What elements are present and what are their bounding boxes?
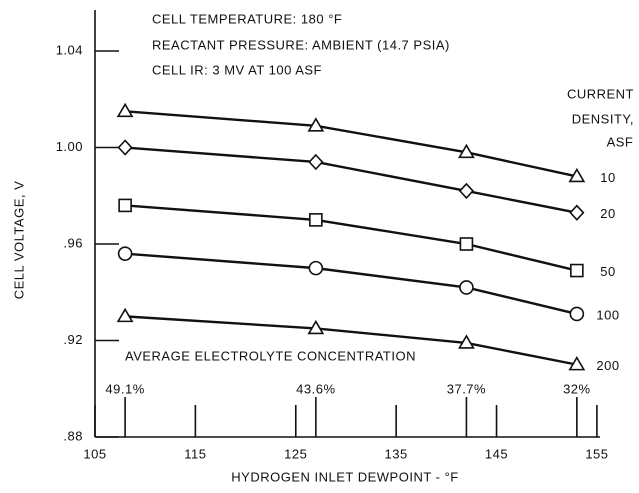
marker [458,334,475,349]
marker [568,167,586,183]
marker [116,102,134,118]
y-tick-label: .88 [63,428,83,443]
marker [309,213,323,227]
y-axis-label: CELL VOLTAGE, V [11,181,26,300]
marker [117,246,133,261]
series-line [125,315,578,366]
x-tick-label: 115 [184,446,206,461]
legend-title: ASF [607,134,634,149]
marker [307,117,325,132]
marker [569,306,585,322]
concentration-label: 32% [563,381,591,396]
marker [307,319,325,335]
legend-label: 100 [596,307,619,322]
x-tick-label: 125 [284,446,307,461]
y-tick-label: 1.04 [56,42,83,57]
marker [308,260,324,276]
annotation: CELL TEMPERATURE: 180 °F [152,11,342,26]
x-tick-label: 105 [83,446,106,461]
y-tick-label: 1.00 [56,139,83,154]
annotation: CELL IR: 3 MV AT 100 ASF [152,62,322,77]
x-axis-label: HYDROGEN INLET DEWPOINT - °F [231,469,458,484]
annotation: REACTANT PRESSURE: AMBIENT (14.7 PSIA) [152,37,450,52]
legend-label: 200 [596,358,619,373]
marker [459,237,474,251]
marker [308,153,324,171]
legend-title: CURRENT [567,86,634,101]
series-line [125,204,578,272]
marker [568,356,586,371]
x-tick-label: 135 [385,446,408,461]
legend-title: DENSITY, [572,111,634,126]
marker [459,280,474,295]
series-line [125,110,578,178]
marker [118,198,132,213]
concentration-label: 43.6% [296,381,335,396]
concentration-title: AVERAGE ELECTROLYTE CONCENTRATION [125,348,416,363]
concentration-label: 49.1% [105,381,144,396]
x-tick-label: 155 [585,446,608,461]
x-tick-label: 145 [485,446,508,461]
legend-label: 20 [600,206,615,221]
legend-label: 50 [600,264,615,279]
series-line [125,252,578,316]
marker [458,182,475,200]
y-tick-label: .92 [63,332,83,347]
marker [458,143,475,159]
marker [569,204,585,221]
concentration-label: 37.7% [447,381,486,396]
series-line [125,146,578,214]
legend-label: 10 [600,170,615,185]
marker [117,139,133,156]
y-tick-label: .96 [63,235,83,250]
marker [570,263,584,278]
marker [116,307,134,323]
